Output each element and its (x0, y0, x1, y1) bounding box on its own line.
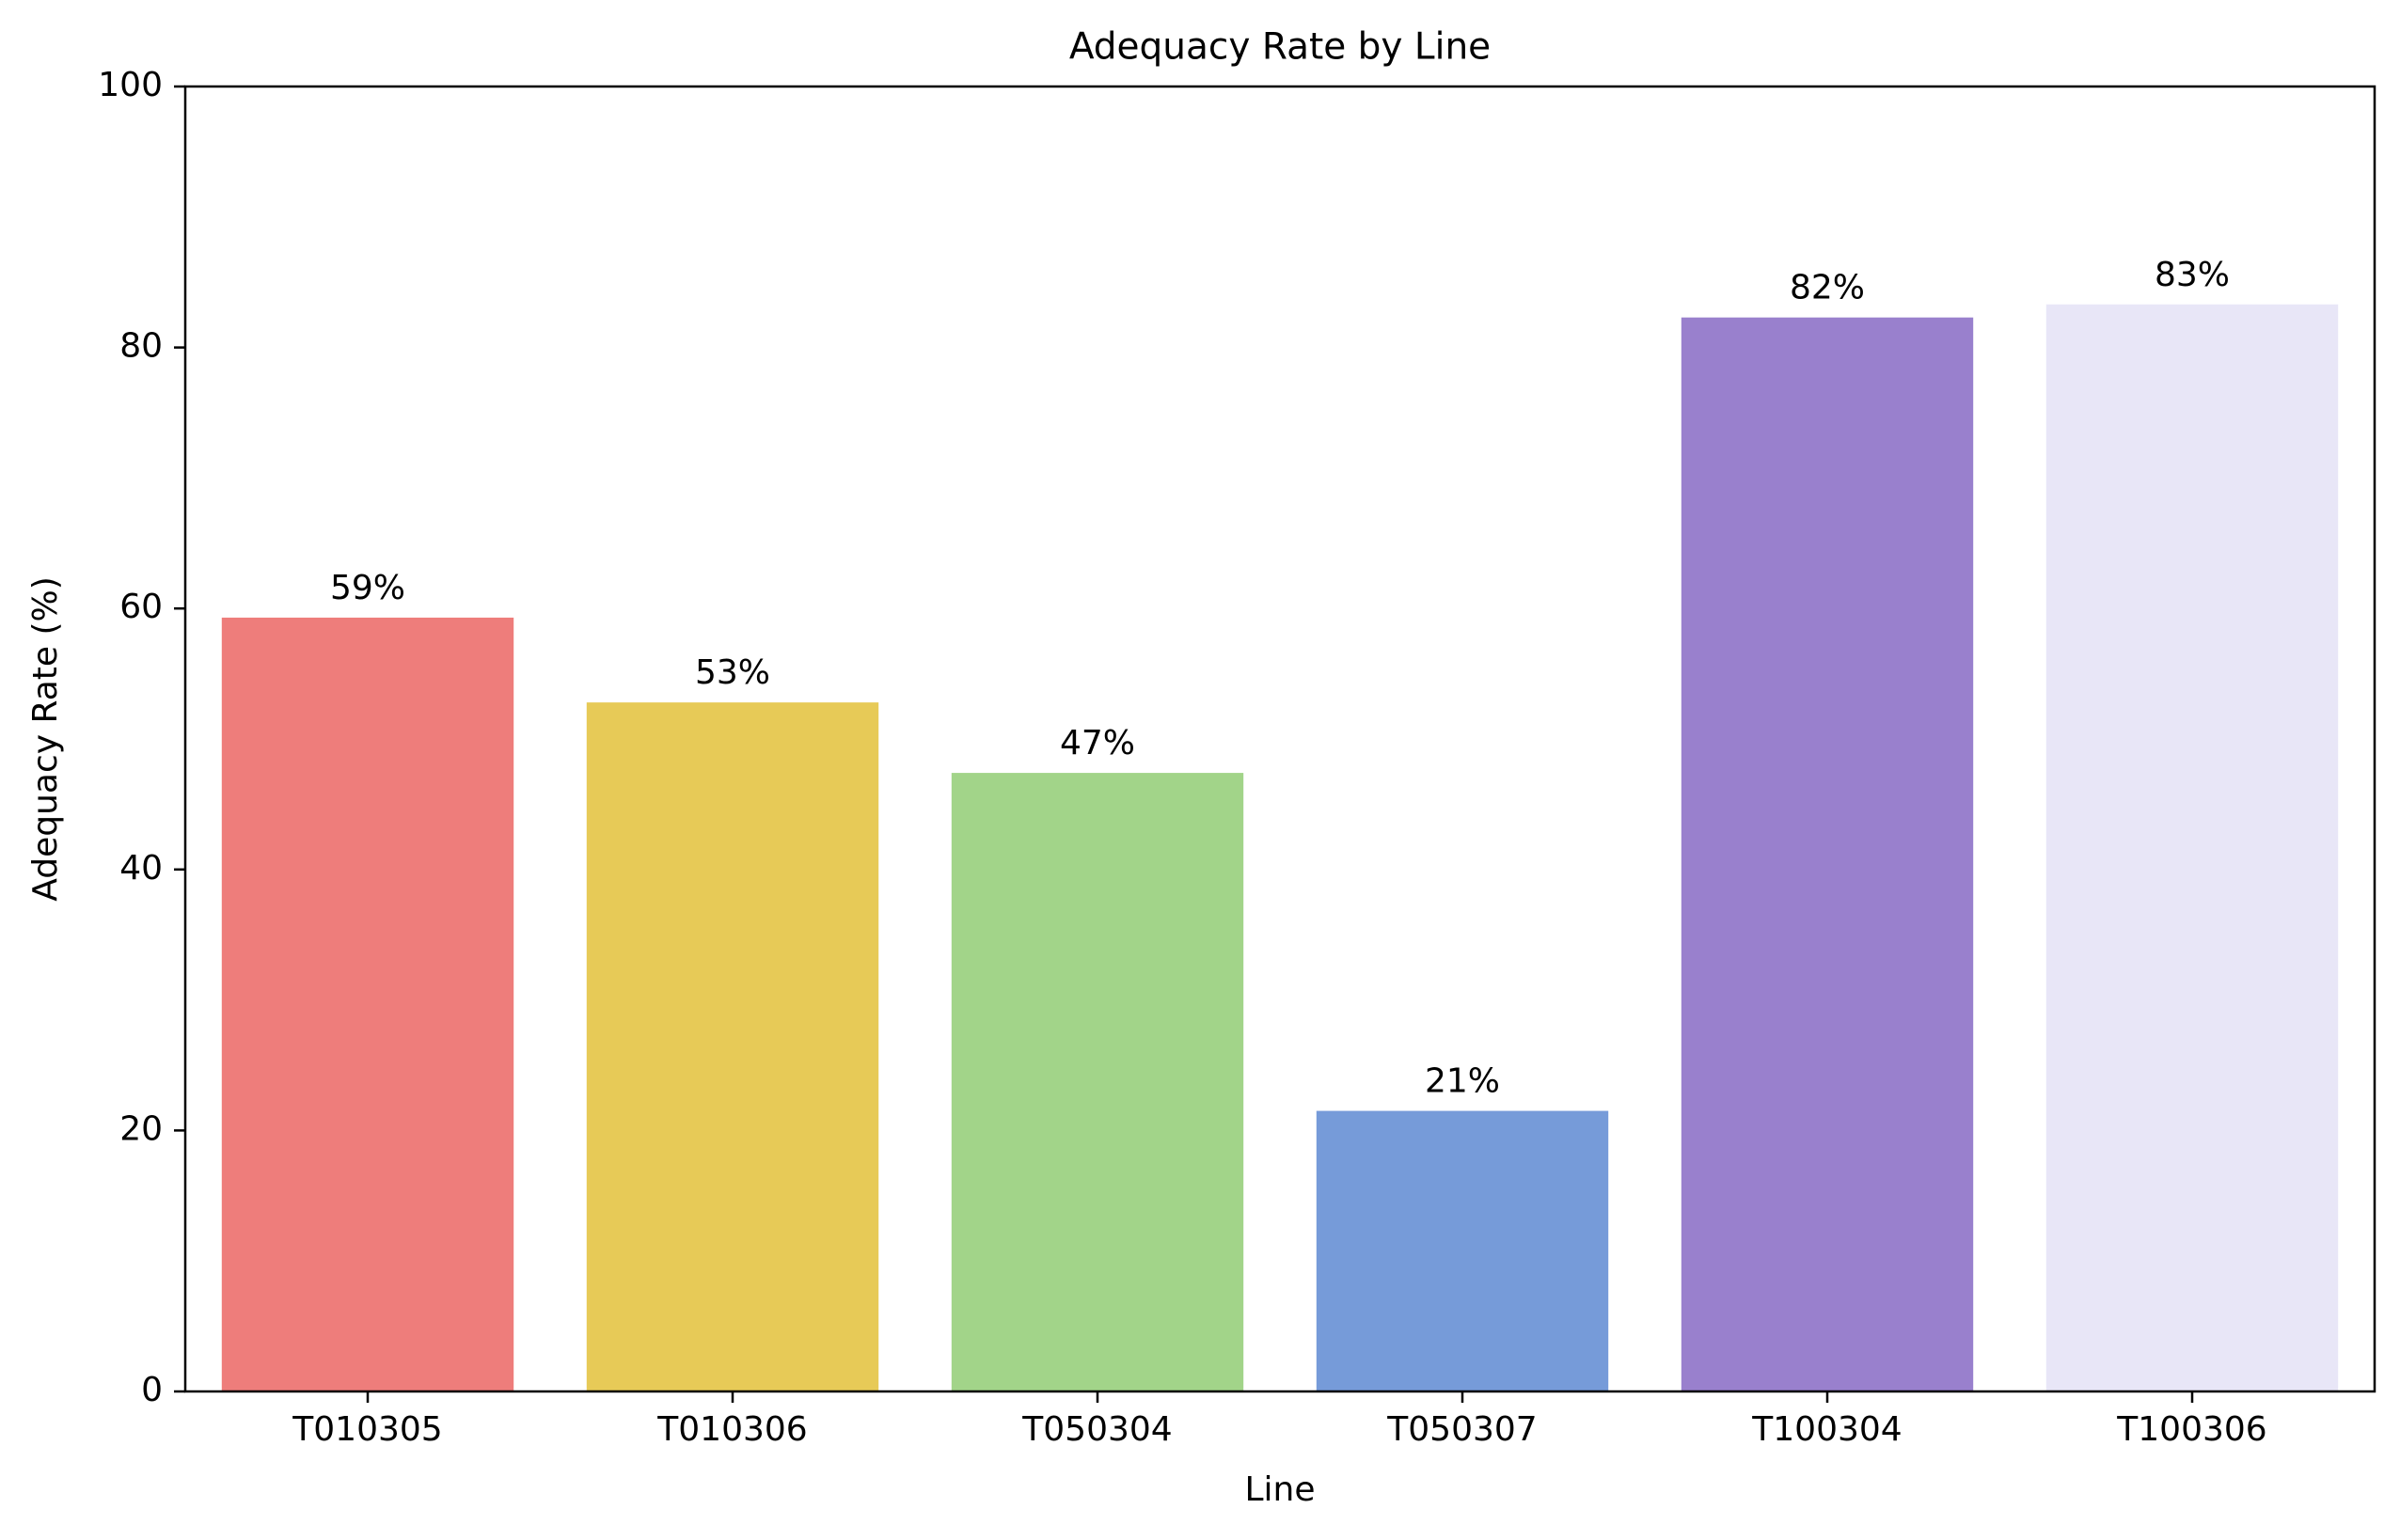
data-label-T100304: 82% (1790, 269, 1865, 307)
x-axis-label: Line (1244, 1470, 1315, 1509)
y-tick-label-60: 60 (119, 588, 163, 626)
x-tick-label-T050307: T050307 (1386, 1410, 1537, 1449)
data-label-T010306: 53% (695, 653, 770, 692)
x-tick-label-T050304: T050304 (1021, 1410, 1172, 1449)
bars-group (221, 304, 2339, 1391)
data-label-T010305: 59% (330, 569, 405, 607)
y-tick-label-0: 0 (141, 1371, 163, 1409)
bar-T100304 (1681, 317, 1974, 1391)
x-tick-label-T100304: T100304 (1751, 1410, 1902, 1449)
plot-frame (183, 85, 2376, 1393)
data-label-T100306: 83% (2155, 256, 2230, 294)
x-tick-label-T100306: T100306 (2116, 1410, 2266, 1449)
y-tick-label-40: 40 (119, 849, 163, 888)
bar-T050307 (1316, 1110, 1609, 1391)
bar-T050304 (951, 773, 1244, 1391)
x-tick-label-T010306: T010306 (656, 1410, 807, 1449)
data-labels-group: 59% 53% 47% 21% 82% 83% (330, 256, 2230, 1101)
bar-T010306 (586, 702, 879, 1391)
y-tick-label-20: 20 (119, 1109, 163, 1148)
bar-T010305 (221, 617, 514, 1391)
x-tick-label-T010305: T010305 (292, 1410, 442, 1449)
x-axis: T010305 T010306 T050304 T050307 T100304 T1003… (292, 1391, 2267, 1449)
data-label-T050307: 21% (1425, 1062, 1500, 1101)
data-label-T050304: 47% (1060, 724, 1135, 762)
bar-T100306 (2045, 304, 2339, 1391)
y-axis-label: Adequacy Rate (%) (26, 576, 65, 902)
y-tick-label-80: 80 (119, 327, 163, 366)
y-axis: 0 20 40 60 80 100 (98, 66, 185, 1409)
chart-title: Adequacy Rate by Line (1069, 26, 1491, 69)
y-tick-label-100: 100 (98, 66, 163, 104)
